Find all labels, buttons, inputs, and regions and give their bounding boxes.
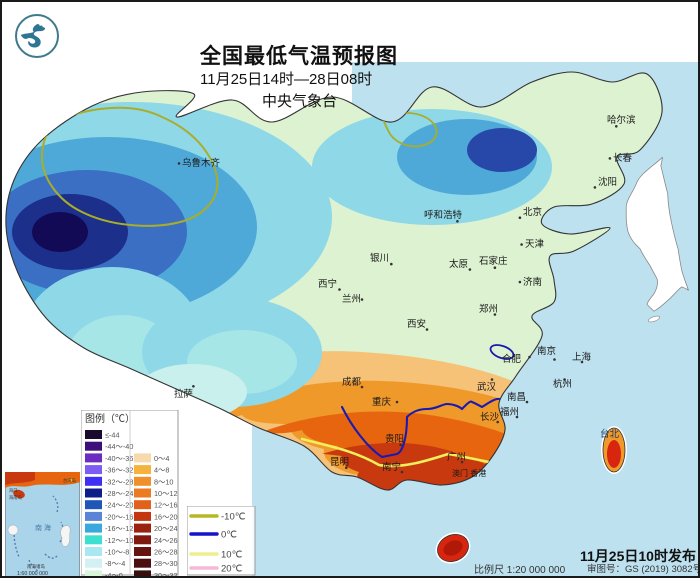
svg-text:哈尔滨: 哈尔滨 [607,114,636,126]
svg-text:-8～-4: -8～-4 [105,559,125,568]
svg-text:-12～-10: -12～-10 [105,536,133,545]
svg-text:台北: 台北 [600,428,620,440]
svg-text:天津: 天津 [525,239,545,250]
svg-text:南宁: 南宁 [382,461,401,473]
svg-text:兰州: 兰州 [342,293,361,305]
svg-text:福州: 福州 [500,406,519,418]
svg-text:0℃: 0℃ [221,530,237,541]
svg-text:广州: 广州 [447,451,466,463]
svg-text:西安: 西安 [407,318,426,330]
svg-text:图例（℃）: 图例（℃） [85,412,135,425]
svg-text:合肥: 合肥 [502,353,522,365]
svg-text:杭州: 杭州 [553,378,572,390]
svg-text:南海诸岛: 南海诸岛 [27,563,45,570]
svg-text:拉萨: 拉萨 [174,388,194,400]
svg-text:≤-44: ≤-44 [105,431,120,440]
svg-text:南京: 南京 [537,345,556,357]
svg-text:海南岛: 海南岛 [9,494,22,501]
svg-text:昆明: 昆明 [330,457,349,468]
svg-text:0～4: 0～4 [154,454,169,463]
svg-text:-10℃: -10℃ [221,512,246,523]
svg-text:澳门 香港: 澳门 香港 [452,468,486,478]
svg-text:4～8: 4～8 [154,466,169,475]
svg-text:石家庄: 石家庄 [479,255,508,267]
svg-text:20℃: 20℃ [221,564,243,575]
svg-text:台湾岛: 台湾岛 [63,477,76,484]
svg-text:济南: 济南 [523,276,542,288]
svg-text:16～20: 16～20 [154,512,178,521]
svg-text:26～28: 26～28 [154,548,178,557]
svg-text:南海: 南海 [35,523,53,532]
svg-text:-44～-40: -44～-40 [105,442,133,451]
svg-text:沈阳: 沈阳 [598,176,617,188]
svg-text:10～12: 10～12 [154,489,178,498]
svg-text:武汉: 武汉 [477,381,497,393]
svg-text:1:60 000 000: 1:60 000 000 [17,571,48,577]
svg-text:郑州: 郑州 [479,303,498,315]
svg-text:重庆: 重庆 [372,396,392,408]
svg-text:银川: 银川 [370,252,389,264]
svg-text:-28～-24: -28～-24 [105,489,133,498]
svg-text:20～24: 20～24 [154,524,178,533]
svg-text:30～32: 30～32 [154,571,178,576]
svg-text:-40～-36: -40～-36 [105,454,133,463]
svg-text:-36～-32: -36～-32 [105,466,133,475]
svg-text:北京: 北京 [523,206,542,218]
svg-text:24～26: 24～26 [154,536,178,545]
svg-text:乌鲁木齐: 乌鲁木齐 [182,157,221,169]
svg-text:28～30: 28～30 [154,559,178,568]
svg-text:南昌: 南昌 [507,391,526,403]
svg-text:-24～-20: -24～-20 [105,501,133,510]
svg-text:上海: 上海 [572,351,592,363]
svg-text:西宁: 西宁 [318,278,337,290]
svg-text:12～16: 12～16 [154,501,178,510]
svg-text:贵阳: 贵阳 [385,433,404,445]
svg-text:长沙: 长沙 [480,411,500,423]
svg-text:-20～-16: -20～-16 [105,512,133,521]
svg-text:呼和浩特: 呼和浩特 [424,209,463,221]
svg-text:成都: 成都 [342,376,362,388]
svg-text:8～10: 8～10 [154,477,173,486]
svg-text:长春: 长春 [613,152,633,164]
svg-text:10℃: 10℃ [221,550,243,561]
svg-text:-4～0: -4～0 [105,571,123,576]
svg-text:-32～-28: -32～-28 [105,477,133,486]
svg-text:海口: 海口 [9,487,18,494]
svg-text:太原: 太原 [449,258,468,270]
svg-text:-16～-12: -16～-12 [105,524,133,533]
svg-text:-10～-8: -10～-8 [105,548,129,557]
